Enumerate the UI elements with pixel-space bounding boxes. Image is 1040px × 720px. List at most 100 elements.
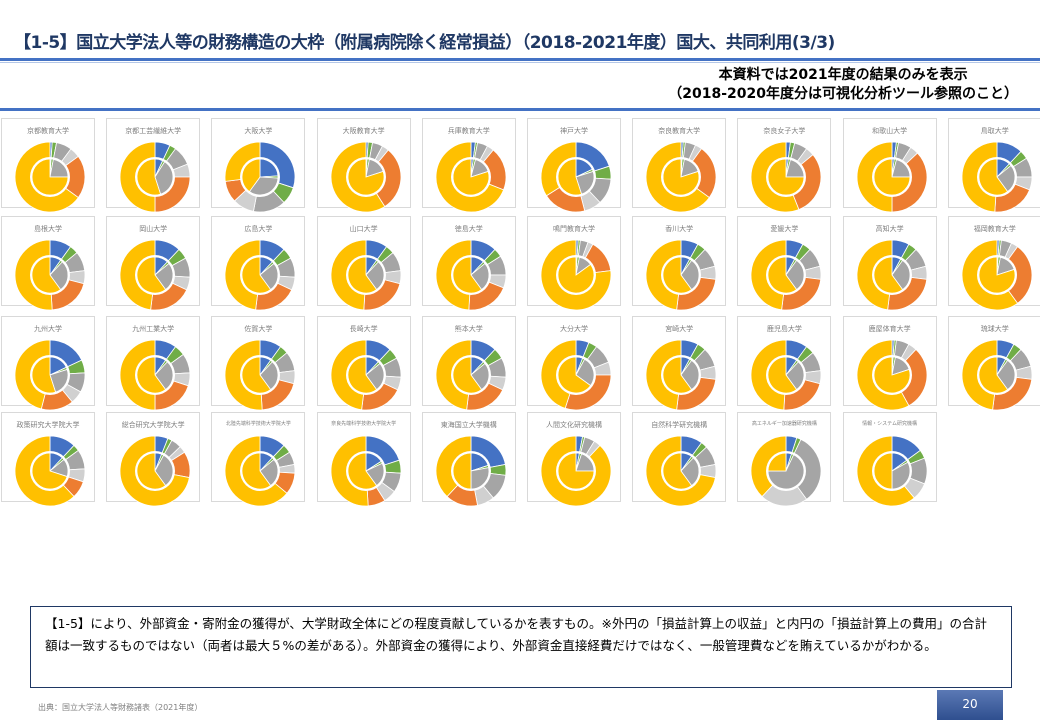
donut-chart-card: 高エネルギー加速器研究機構 <box>737 412 832 507</box>
chart-title: 長崎大学 <box>349 325 378 333</box>
donut-chart-card: 山口大学 <box>316 216 411 311</box>
chart-title: 鳴門教育大学 <box>553 225 595 233</box>
donut-chart <box>224 141 296 213</box>
donut-chart <box>856 339 927 411</box>
inner-segment-gray <box>996 164 1016 193</box>
inner-segment-gray <box>470 262 490 291</box>
inner-segment-yellow <box>768 356 798 394</box>
donut-chart-card: 神戸大学 <box>527 118 621 213</box>
chart-title: 広島大学 <box>244 225 273 233</box>
inner-segment-yellow <box>662 452 693 490</box>
inner-segment-gray <box>49 261 69 291</box>
donut-chart-card: 宮崎大学 <box>632 316 727 411</box>
donut-chart-card: 九州大学 <box>1 316 95 411</box>
chart-title: 九州大学 <box>34 325 62 333</box>
chart-title: 神戸大学 <box>560 127 588 135</box>
inner-segment-yellow <box>662 158 700 196</box>
donut-chart-card: 兵庫教育大学 <box>421 118 516 213</box>
donut-chart-card: 奈良女子大学 <box>737 118 832 213</box>
donut-chart-card: 和歌山大学 <box>842 118 937 213</box>
inner-segment-yellow <box>347 256 377 294</box>
donut-chart-card: 佐賀大学 <box>211 316 306 411</box>
donut-chart-card: 高知大学 <box>842 216 937 311</box>
donut-chart <box>14 435 86 507</box>
donut-chart-card: 政策研究大学院大学 <box>1 412 95 507</box>
inner-segment-yellow <box>31 256 62 294</box>
inner-segment-yellow <box>136 256 167 294</box>
donut-chart-card: 福岡教育大学 <box>947 216 1040 311</box>
donut-chart-card: 総合研究大学院大学 <box>106 412 201 507</box>
chart-title: 大阪大学 <box>244 127 273 135</box>
source-note: 出典：国立大学法人等財務諸表（2021年度） <box>38 703 203 712</box>
inner-segment-yellow <box>452 256 482 294</box>
chart-title: 愛媛大学 <box>770 225 799 233</box>
donut-chart <box>645 141 717 213</box>
chart-title: 総合研究大学院大学 <box>121 421 185 429</box>
section-divider <box>0 108 1040 111</box>
chart-title: 高知大学 <box>875 225 904 233</box>
inner-segment-gray <box>891 461 910 490</box>
inner-segment-yellow <box>31 356 57 394</box>
chart-title: 政策研究大学院大学 <box>16 421 80 429</box>
inner-segment-yellow <box>978 356 1008 394</box>
inner-segment-yellow <box>241 158 261 193</box>
donut-chart <box>645 339 717 411</box>
inner-segment-yellow <box>662 356 693 394</box>
page-number: 20 <box>937 690 1003 720</box>
donut-chart <box>751 239 822 311</box>
inner-segment-gray <box>154 361 174 391</box>
inner-segment-yellow <box>242 452 272 490</box>
donut-chart-card: 鳥取大学 <box>947 118 1040 213</box>
inner-segment-yellow <box>557 356 592 394</box>
donut-chart <box>14 141 86 213</box>
donut-chart <box>435 141 507 213</box>
inner-segment-gray <box>996 359 1016 391</box>
chart-title: 東海国立大学機構 <box>440 421 497 429</box>
inner-segment-gray <box>154 161 174 195</box>
donut-chart <box>330 435 401 507</box>
chart-title: 京都教育大学 <box>27 127 69 135</box>
inner-segment-yellow <box>873 256 903 294</box>
inner-segment-yellow <box>767 158 805 196</box>
inner-segment-gray <box>154 454 174 487</box>
inner-segment-yellow <box>347 452 377 490</box>
chart-title: 北陸先端科学技術大学院大学 <box>225 421 291 427</box>
donut-chart <box>961 239 1033 311</box>
donut-chart <box>961 339 1033 411</box>
donut-chart-card: 島根大学 <box>1 216 95 311</box>
donut-chart-card: 大阪教育大学 <box>316 118 411 213</box>
donut-chart <box>540 239 612 311</box>
donut-chart <box>225 435 296 507</box>
inner-segment-yellow <box>557 452 595 490</box>
inner-segment-yellow <box>242 356 272 394</box>
inner-segment-gray <box>785 361 805 391</box>
inner-segment-gray <box>365 362 384 391</box>
scope-note-line1: 本資料では2021年度の結果のみを表示 <box>718 67 968 83</box>
inner-segment-gray <box>470 467 490 490</box>
donut-chart <box>330 239 401 311</box>
inner-segment-gray <box>259 361 279 391</box>
donut-chart-card: 岡山大学 <box>106 216 201 311</box>
chart-title: 人間文化研究機構 <box>546 421 602 429</box>
inner-segment-gray <box>680 359 700 391</box>
inner-segment-yellow <box>452 356 482 394</box>
donut-chart <box>435 339 507 411</box>
inner-segment-yellow <box>768 256 798 294</box>
donut-chart-card: 人間文化研究機構 <box>527 412 621 507</box>
donut-chart <box>540 435 612 507</box>
donut-chart-card: 京都工芸繊維大学 <box>106 118 201 213</box>
chart-title: 九州工業大学 <box>132 325 175 333</box>
title-divider <box>0 58 1040 61</box>
inner-segment-yellow <box>31 158 69 196</box>
donut-chart <box>119 141 191 213</box>
donut-chart-card: 奈良先端科学技術大学院大学 <box>316 412 411 507</box>
donut-chart <box>540 339 612 411</box>
inner-segment-yellow <box>452 158 490 196</box>
donut-chart-card: 鹿屋体育大学 <box>842 316 937 411</box>
inner-segment-yellow <box>662 256 693 294</box>
donut-chart <box>540 141 612 213</box>
donut-chart <box>330 339 401 411</box>
chart-title: 岡山大学 <box>139 225 168 233</box>
inner-segment-yellow <box>242 256 272 294</box>
donut-chart <box>119 239 191 311</box>
